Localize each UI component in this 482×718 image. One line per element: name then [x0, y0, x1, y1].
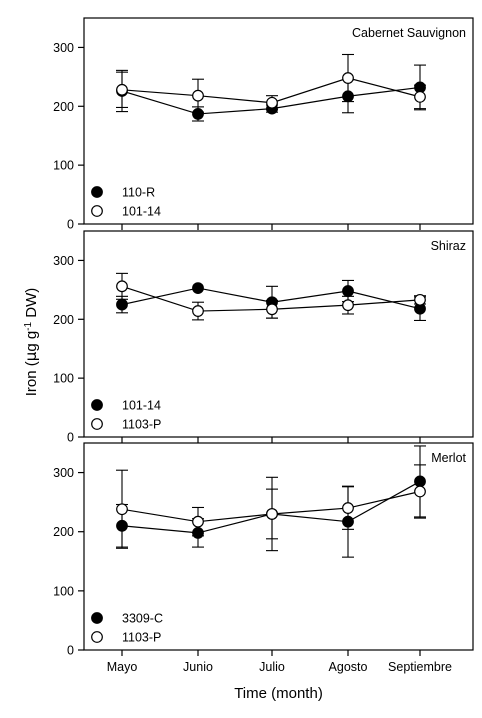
series-1103-p	[116, 464, 426, 549]
data-point	[414, 293, 426, 306]
panel-merlot: 0 100 200 300 Merlot 3309-C 1103-P	[53, 442, 474, 658]
data-point	[266, 303, 278, 316]
legend-marker	[91, 186, 103, 198]
legend-label: 101-14	[122, 205, 161, 219]
data-point	[192, 515, 204, 528]
x-tick-labels: Mayo Junio Julio Agosto Septiembre	[107, 660, 452, 674]
data-point	[414, 90, 426, 103]
series-1103-p	[116, 272, 426, 321]
data-point	[266, 96, 278, 109]
y-tick-label: 200	[53, 313, 74, 327]
data-point	[192, 282, 204, 294]
y-tick-label: 300	[53, 254, 74, 268]
data-point	[192, 89, 204, 102]
series-3309-c	[116, 445, 426, 558]
y-tick-label: 200	[53, 100, 74, 114]
data-point	[342, 502, 354, 514]
legend-marker	[91, 631, 103, 643]
data-point	[116, 298, 128, 311]
x-tick-label: Julio	[259, 660, 285, 674]
x-tick-label: Junio	[183, 660, 213, 674]
y-tick-label: 0	[67, 218, 74, 232]
data-point	[342, 72, 354, 84]
panel-title: Merlot	[431, 451, 466, 465]
data-point	[116, 280, 128, 293]
y-axis-title-prefix: Iron (	[23, 361, 40, 396]
legend: 101-14 1103-P	[91, 399, 161, 432]
y-axis-title-superscript: -1	[23, 321, 34, 330]
data-point	[192, 305, 204, 317]
y-tick-label: 100	[53, 372, 74, 386]
y-axis-title-unit: g g	[23, 331, 40, 352]
legend-marker	[91, 205, 103, 217]
panel-title: Cabernet Sauvignon	[352, 26, 466, 40]
x-tick-label: Mayo	[107, 660, 138, 674]
y-tick-label: 300	[53, 466, 74, 480]
legend: 3309-C 1103-P	[91, 612, 163, 645]
data-point	[116, 503, 128, 516]
y-tick-label: 300	[53, 41, 74, 55]
legend-label: 110-R	[122, 186, 155, 200]
panel-cabernet-sauvignon: 0 100 200 300 Cabernet Sauvignon 110-R 101-14	[53, 17, 474, 232]
y-axis-title-mu: μ	[22, 351, 40, 361]
data-point	[266, 508, 278, 520]
legend-marker	[91, 399, 103, 411]
data-point	[414, 485, 426, 498]
panel-frame	[83, 230, 474, 438]
data-point	[342, 285, 354, 297]
legend-label: 1103-P	[122, 418, 161, 432]
legend-marker	[91, 418, 103, 430]
panel-frame	[83, 17, 474, 225]
y-tick-label: 0	[67, 431, 74, 445]
y-tick-label: 0	[67, 644, 74, 658]
data-point	[116, 83, 128, 96]
x-tick-label: Agosto	[329, 660, 368, 674]
legend-marker	[91, 612, 103, 624]
y-axis-title-suffix: DW)	[23, 288, 40, 322]
legend-label: 101-14	[122, 399, 161, 413]
y-tick-label: 100	[53, 159, 74, 173]
panel-frame	[83, 442, 474, 651]
y-tick-label: 100	[53, 584, 74, 598]
panel-title: Shiraz	[431, 239, 466, 253]
legend-label: 1103-P	[122, 631, 161, 645]
y-axis-title: Iron (μg g-1 DW)	[22, 288, 40, 396]
legend-label: 3309-C	[122, 612, 163, 626]
legend: 110-R 101-14	[91, 186, 161, 219]
series-101-14	[116, 53, 426, 113]
x-tick-label: Septiembre	[388, 660, 452, 674]
data-point	[342, 299, 354, 312]
panel-shiraz: 0 100 200 300 Shiraz 101-14 1103-P	[53, 230, 474, 445]
x-axis-title: Time (month)	[234, 685, 323, 702]
y-tick-label: 200	[53, 525, 74, 539]
